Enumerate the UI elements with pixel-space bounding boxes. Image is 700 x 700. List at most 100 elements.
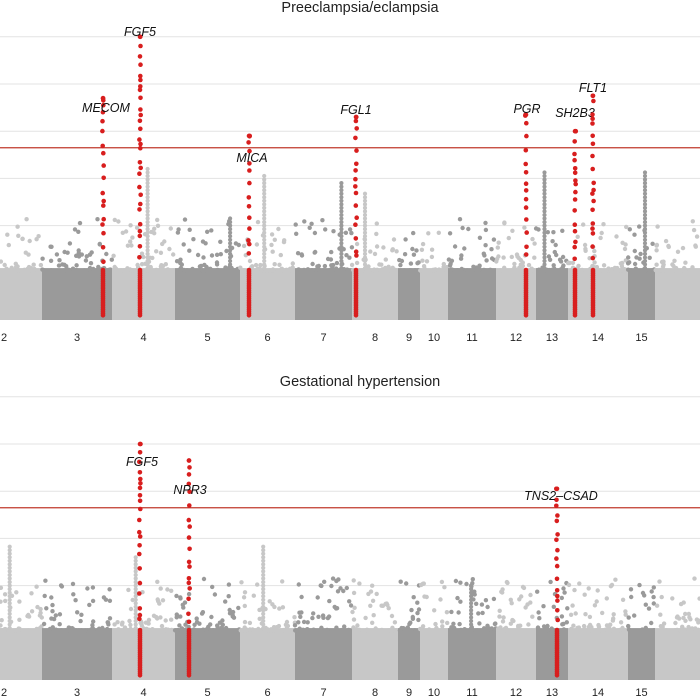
- snp-point: [145, 195, 150, 200]
- snp-point: [643, 625, 648, 631]
- snp-point: [279, 628, 284, 633]
- snp-point: [334, 578, 339, 584]
- snp-point: [261, 622, 266, 627]
- snp-point-highlight: [572, 244, 577, 250]
- snp-point: [204, 265, 209, 270]
- snp-point: [536, 267, 542, 272]
- snp-point-highlight: [555, 608, 560, 613]
- snp-point: [673, 620, 678, 626]
- snp-point-highlight: [137, 616, 142, 622]
- snp-point: [415, 261, 420, 266]
- snp-point-highlight: [137, 160, 143, 165]
- snp-point: [6, 242, 11, 248]
- snp-point: [680, 245, 686, 251]
- snp-point: [125, 243, 131, 248]
- snp-point-highlight: [353, 118, 359, 124]
- chromosome-band: [352, 628, 398, 680]
- snp-point: [505, 580, 510, 586]
- snp-point: [262, 230, 267, 235]
- snp-point: [353, 627, 359, 632]
- snp-point: [678, 601, 684, 607]
- snp-point: [347, 599, 352, 604]
- snp-point: [191, 627, 197, 632]
- snp-point: [362, 262, 368, 267]
- snp-point: [362, 227, 368, 232]
- snp-point: [339, 220, 344, 225]
- snp-point-highlight: [590, 141, 596, 147]
- snp-point: [104, 251, 109, 257]
- snp-point: [347, 255, 352, 260]
- snp-point-highlight: [137, 534, 143, 539]
- snp-point: [566, 582, 572, 588]
- snp-point: [416, 617, 421, 623]
- snp-point: [261, 601, 266, 606]
- snp-point-highlight: [247, 241, 252, 247]
- snp-point: [531, 268, 536, 273]
- snp-point: [392, 620, 398, 625]
- snp-point: [228, 258, 233, 264]
- snp-point: [247, 620, 253, 626]
- snp-point: [624, 224, 629, 230]
- gene-label: FGF5: [124, 25, 156, 39]
- snp-point: [542, 212, 547, 218]
- snp-point: [268, 627, 274, 632]
- snp-point: [339, 205, 344, 210]
- snp-point-highlight: [100, 95, 106, 101]
- snp-point: [508, 597, 513, 602]
- snp-point: [637, 224, 642, 229]
- snp-point-highlight: [138, 165, 143, 171]
- chromosome-tick-label: 13: [546, 687, 558, 699]
- snp-point: [262, 220, 267, 225]
- snp-point-highlight: [138, 126, 143, 132]
- snp-point: [623, 612, 628, 617]
- snp-point: [25, 268, 31, 273]
- snp-point: [133, 580, 138, 585]
- snp-point: [174, 593, 179, 599]
- snp-point: [415, 610, 420, 616]
- snp-point: [547, 257, 553, 262]
- snp-point: [528, 592, 533, 598]
- snp-point: [659, 594, 664, 600]
- snp-point: [460, 225, 465, 231]
- snp-point: [261, 558, 266, 563]
- snp-point: [339, 244, 344, 249]
- snp-point: [268, 268, 273, 273]
- snp-point: [442, 585, 447, 590]
- snp-point: [541, 624, 547, 629]
- snp-point: [139, 262, 145, 267]
- snp-point: [26, 628, 31, 633]
- snp-point-highlight: [572, 222, 578, 227]
- snp-point: [626, 615, 631, 620]
- snp-point: [241, 268, 247, 273]
- snp-point: [694, 617, 700, 622]
- snp-point: [581, 623, 587, 629]
- snp-point: [409, 607, 414, 613]
- snp-point: [174, 612, 179, 617]
- snp-point: [545, 623, 550, 629]
- snp-point-highlight: [138, 481, 143, 486]
- snp-point: [642, 234, 648, 239]
- chromosome-band: [496, 628, 536, 680]
- snp-point: [542, 241, 547, 246]
- snp-point: [186, 591, 192, 597]
- snp-point: [354, 241, 360, 247]
- snp-point: [339, 184, 344, 189]
- snp-point: [197, 264, 203, 269]
- snp-point: [38, 262, 44, 268]
- snp-point: [220, 618, 225, 623]
- snp-point: [655, 224, 660, 229]
- snp-point: [133, 618, 138, 624]
- snp-point: [542, 262, 547, 267]
- snp-point: [242, 619, 248, 625]
- snp-point-highlight: [137, 485, 143, 491]
- snp-point: [362, 195, 368, 200]
- snp-point: [576, 625, 582, 630]
- snp-point: [262, 227, 267, 232]
- snp-point: [91, 628, 96, 633]
- snp-point: [7, 572, 12, 578]
- snp-point: [573, 611, 578, 616]
- snp-point: [126, 587, 131, 593]
- snp-point: [262, 237, 267, 242]
- snp-point: [629, 594, 634, 600]
- snp-point: [362, 251, 368, 256]
